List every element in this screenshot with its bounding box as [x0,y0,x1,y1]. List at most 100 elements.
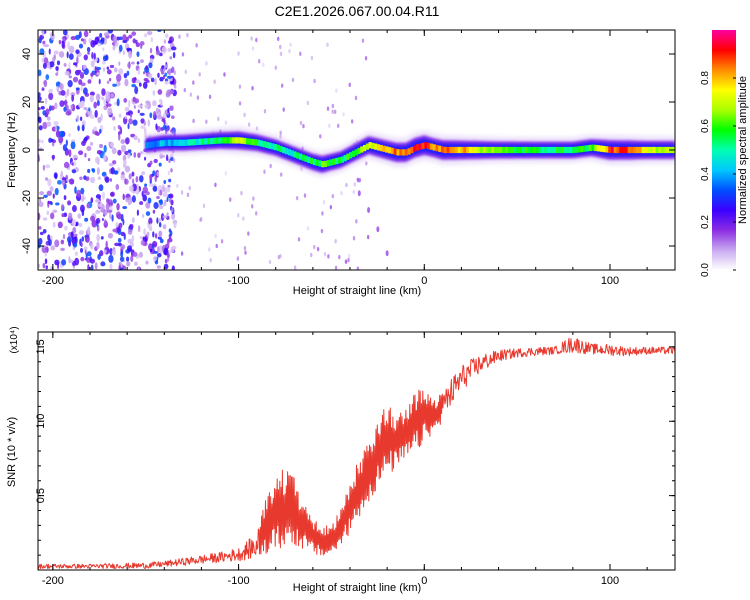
ridge-cell [532,146,537,154]
noise-speckle [75,87,80,91]
noise-speckle [74,34,81,40]
ridge-cell [176,139,180,146]
noise-speckle [68,133,71,137]
noise-speckle [156,30,162,33]
noise-speckle [38,237,43,245]
noise-speckle [366,234,370,240]
ridge-cell [170,139,174,146]
noise-speckle [320,228,324,234]
noise-speckle [365,161,368,166]
noise-speckle [299,120,303,126]
noise-speckle [334,239,337,244]
noise-speckle [141,171,146,176]
noise-speckle [104,219,107,226]
noise-speckle [64,225,68,231]
noise-speckle [148,72,153,79]
noise-speckle [117,167,121,173]
noise-speckle [156,171,160,177]
ridge-cell [204,138,208,145]
noise-speckle [127,245,133,252]
noise-speckle [155,50,161,56]
ridge-cell [215,137,219,144]
snr-frame [37,331,676,571]
noise-speckle [39,191,45,196]
ridge-cell [151,141,155,148]
noise-speckle [90,40,96,48]
noise-speckle [42,228,47,234]
noise-speckle [316,246,320,252]
noise-speckle [67,41,70,50]
ridge-cell [159,140,163,147]
noise-speckle [162,224,167,230]
top-x-tick-label: 0 [421,275,427,287]
noise-speckle [135,79,141,84]
noise-speckle [46,121,52,127]
noise-speckle [137,225,141,233]
noise-speckle [268,259,272,265]
noise-speckle [258,59,261,64]
ridge-cell [633,146,637,154]
noise-speckle [94,66,97,74]
ridge-cell [271,143,275,150]
noise-speckle [145,79,150,83]
noise-speckle [82,87,88,95]
noise-speckle [82,65,86,70]
noise-speckle [45,265,49,270]
ridge-cell [162,139,166,147]
noise-speckle [131,217,135,224]
ridge-cell [468,146,473,154]
noise-speckle [118,133,121,141]
ridge-cell [165,139,169,146]
noise-speckle [140,43,143,49]
noise-speckle [96,72,101,76]
ridge-cell [546,146,551,154]
noise-speckle [143,127,147,135]
noise-speckle [162,124,167,131]
noise-speckle [128,118,133,125]
noise-speckle [68,75,73,79]
top-x-axis-label: Height of straight line (km) [293,285,421,297]
ridge-cell [630,146,634,154]
ridge-cell [332,158,336,165]
noise-speckle [109,263,113,270]
noise-speckle [119,256,125,263]
noise-speckle [173,80,177,85]
noise-speckle [132,38,136,44]
noise-speckle [250,204,254,209]
ridge-cell [393,148,397,155]
noise-speckle [63,195,67,201]
noise-speckle [80,116,83,122]
ridge-cell [415,144,420,151]
noise-speckle [43,194,48,198]
top-y-tick-label: 40 [21,48,33,60]
ridge-cell [310,157,314,165]
noise-speckle [60,247,65,252]
noise-speckle [124,78,129,87]
ridge-cell [343,155,347,162]
noise-speckle [87,226,91,235]
ridge-cell [154,141,158,148]
noise-speckle [101,217,104,222]
noise-speckle [289,42,292,47]
ridge-cell [248,138,252,145]
noise-speckle [254,211,258,216]
noise-speckle [84,235,90,243]
ridge-cell [647,146,651,154]
noise-speckle [104,176,110,183]
noise-speckle [115,222,119,228]
top-x-ticks: -200 -100 0 100 [42,30,648,287]
noise-speckle [147,119,151,127]
ridge-cell [663,146,668,154]
noise-speckle [96,149,103,155]
noise-speckle [127,123,130,130]
noise-speckle [68,45,75,54]
noise-speckle [321,211,324,216]
noise-speckle [337,123,340,129]
ridge-cell [399,149,403,156]
noise-speckle [295,195,299,201]
ridge-cell [374,143,378,150]
noise-speckle [242,216,245,221]
noise-speckle [161,186,166,192]
ridge-cell [502,146,506,154]
noise-speckle [77,125,80,132]
